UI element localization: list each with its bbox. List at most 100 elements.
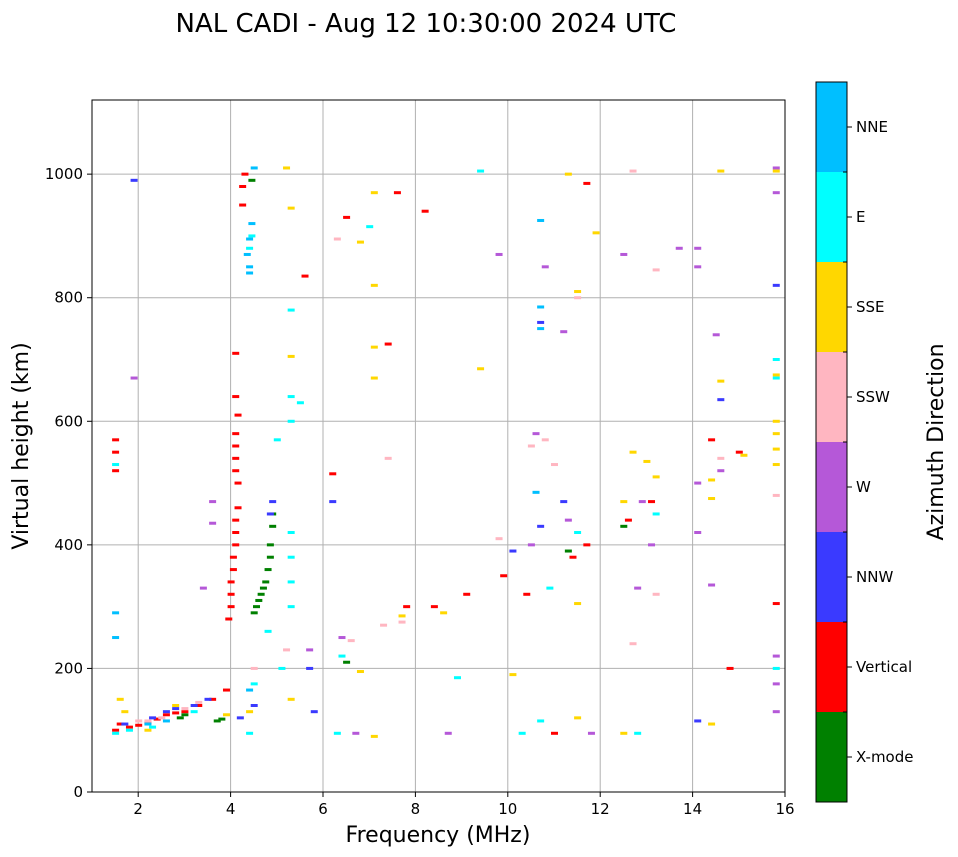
data-point [537, 524, 545, 528]
colorbar-swatch [816, 442, 847, 532]
chart-title: NAL CADI - Aug 12 10:30:00 2024 UTC [176, 9, 677, 39]
data-point [266, 555, 274, 559]
data-point [352, 731, 360, 735]
data-point [772, 682, 780, 686]
data-point [135, 723, 143, 727]
data-point [149, 716, 157, 720]
data-point [283, 166, 291, 170]
data-point [509, 549, 517, 553]
data-point [708, 583, 716, 587]
colorbar-label: SSW [856, 388, 890, 406]
data-point [112, 728, 120, 732]
data-point [638, 500, 646, 504]
data-point [209, 521, 217, 525]
data-point [403, 605, 411, 609]
colorbar-swatch [816, 352, 847, 442]
data-point [232, 351, 240, 355]
data-point [772, 654, 780, 658]
data-point [772, 419, 780, 423]
data-point [421, 209, 429, 213]
data-point [772, 166, 780, 170]
data-point [574, 602, 582, 606]
data-point [234, 481, 242, 485]
x-tick-label: 16 [775, 800, 794, 818]
data-point [717, 169, 725, 173]
data-point [125, 728, 133, 732]
data-point [199, 586, 207, 590]
data-point [440, 611, 448, 615]
data-point [310, 710, 318, 714]
data-point [213, 719, 221, 723]
data-point [620, 252, 628, 256]
data-point [384, 342, 392, 346]
data-point [329, 500, 337, 504]
colorbar-label: NNW [856, 568, 893, 586]
data-point [112, 636, 120, 640]
data-point [629, 450, 637, 454]
data-point [255, 598, 263, 602]
data-point [158, 716, 166, 720]
plot-frame [91, 99, 786, 793]
data-point [112, 450, 120, 454]
data-point [135, 719, 143, 723]
data-point [560, 330, 568, 334]
data-point [370, 283, 378, 287]
data-point [329, 472, 337, 476]
data-point [225, 617, 233, 621]
y-tick-label: 1000 [45, 165, 83, 183]
data-point [453, 676, 461, 680]
x-tick-label: 14 [683, 800, 702, 818]
data-point [241, 172, 249, 176]
data-point [541, 265, 549, 269]
data-point [629, 169, 637, 173]
data-point [708, 722, 716, 726]
data-point [243, 252, 251, 256]
data-point [648, 500, 656, 504]
data-point [306, 648, 314, 652]
data-point [259, 586, 267, 590]
data-point [250, 611, 258, 615]
data-point [232, 518, 240, 522]
data-point [333, 237, 341, 241]
data-point [537, 320, 545, 324]
colorbar-label: NNE [856, 118, 888, 136]
data-point [380, 623, 388, 627]
data-point [772, 373, 780, 377]
data-point [234, 413, 242, 417]
data-point [384, 456, 392, 460]
data-point [620, 500, 628, 504]
data-point [648, 543, 656, 547]
series-sse [116, 166, 780, 738]
colorbar-label: X-mode [856, 748, 913, 766]
data-point [250, 682, 258, 686]
data-point [620, 524, 628, 528]
data-point [229, 568, 237, 572]
y-tick-label: 200 [54, 659, 83, 677]
data-point [495, 537, 503, 541]
y-tick-label: 400 [54, 536, 83, 554]
data-point [248, 222, 256, 226]
x-tick-label: 10 [498, 800, 517, 818]
data-point [209, 697, 217, 701]
data-point [537, 305, 545, 309]
data-point [652, 592, 660, 596]
colorbar-swatch [816, 82, 847, 172]
data-point [652, 475, 660, 479]
data-point [694, 531, 702, 534]
data-point [287, 580, 295, 584]
data-point [239, 185, 247, 188]
series-e [112, 169, 780, 735]
data-point [287, 395, 295, 399]
data-point [172, 707, 180, 711]
colorbar-label: Vertical [856, 658, 912, 676]
series-w [130, 166, 780, 735]
data-point [463, 592, 471, 596]
data-point [301, 274, 309, 278]
x-tick-label: 6 [318, 800, 328, 818]
data-point [564, 549, 572, 553]
data-point [551, 731, 558, 735]
data-point [509, 673, 517, 677]
data-point [264, 568, 272, 572]
data-point [370, 376, 378, 380]
